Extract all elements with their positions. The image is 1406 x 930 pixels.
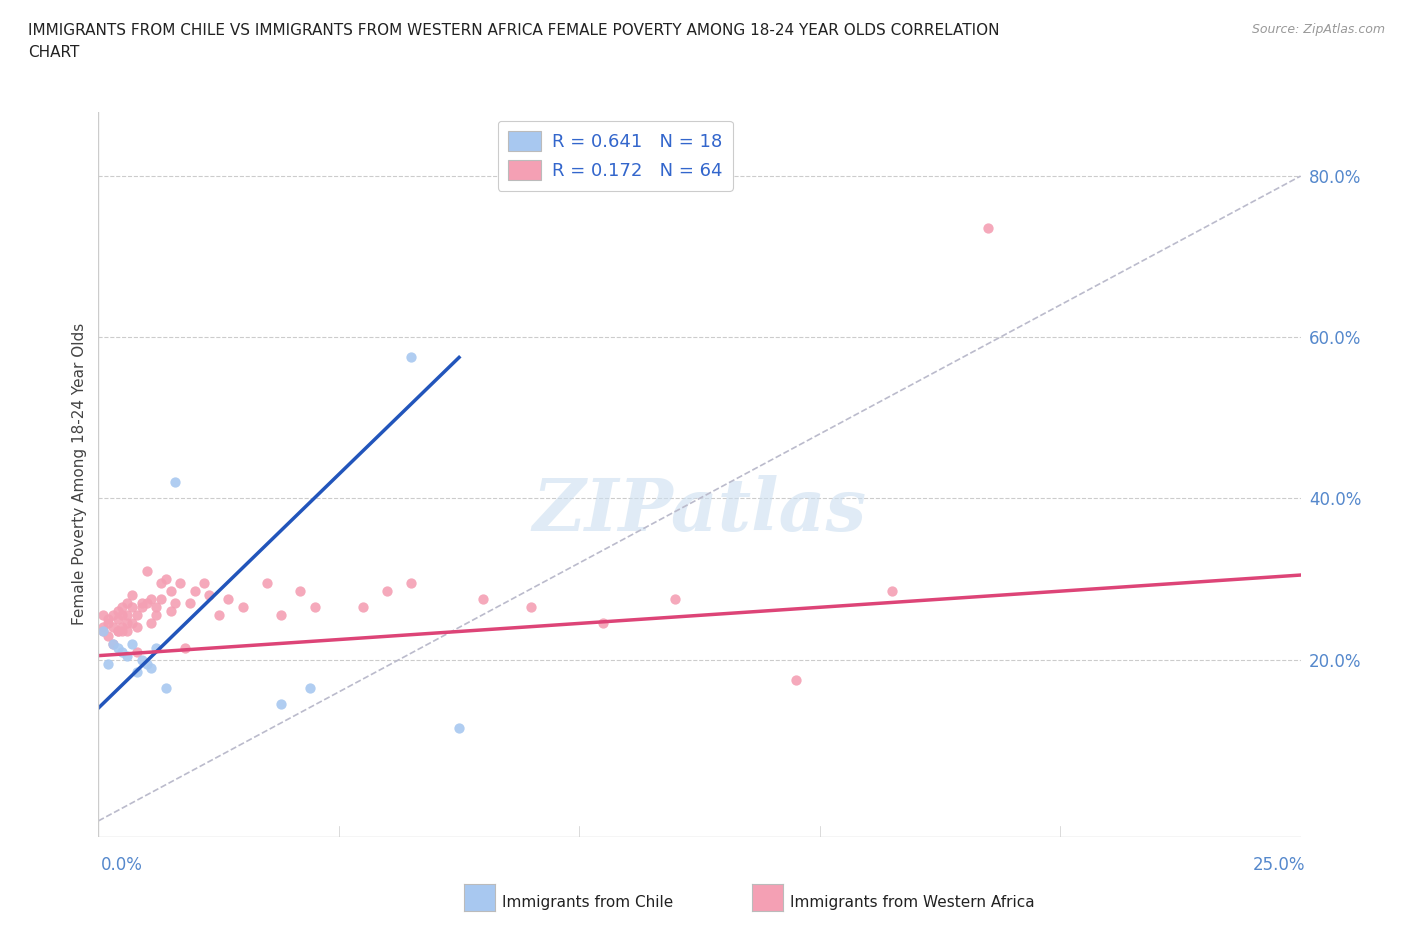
Point [131, 652, 153, 667]
Point [97, 616, 120, 631]
Point [111, 624, 134, 639]
Point [141, 591, 163, 606]
Text: IMMIGRANTS FROM CHILE VS IMMIGRANTS FROM WESTERN AFRICA FEMALE POVERTY AMONG 18-: IMMIGRANTS FROM CHILE VS IMMIGRANTS FROM… [28, 23, 1000, 60]
Point [352, 600, 374, 615]
Point [145, 640, 167, 655]
Point [375, 584, 398, 599]
Point [107, 604, 129, 618]
Point [145, 608, 167, 623]
Point [107, 624, 129, 639]
Point [785, 672, 807, 687]
Point [131, 600, 153, 615]
Point [141, 660, 163, 675]
Point [107, 640, 129, 655]
Point [125, 620, 148, 635]
Point [97, 628, 120, 643]
Point [155, 681, 177, 696]
Point [290, 584, 312, 599]
Point [183, 584, 205, 599]
Point [101, 636, 124, 651]
Point [111, 620, 134, 635]
Point [121, 600, 143, 615]
Point [91, 624, 114, 639]
Point [217, 591, 239, 606]
Point [111, 600, 134, 615]
Point [111, 644, 134, 659]
Point [399, 350, 422, 365]
Point [135, 564, 157, 578]
Point [121, 616, 143, 631]
Point [101, 608, 124, 623]
Point [117, 616, 139, 631]
Text: 25.0%: 25.0% [1253, 856, 1305, 873]
Point [117, 648, 139, 663]
Point [664, 591, 686, 606]
Point [399, 576, 422, 591]
Point [179, 596, 201, 611]
Point [101, 636, 124, 651]
Point [125, 608, 148, 623]
Point [159, 604, 181, 618]
Point [232, 600, 254, 615]
Point [121, 636, 143, 651]
Point [304, 600, 326, 615]
Point [117, 624, 139, 639]
Point [472, 591, 495, 606]
Point [520, 600, 543, 615]
Point [117, 596, 139, 611]
Point [125, 664, 148, 679]
Point [592, 616, 614, 631]
Point [91, 620, 114, 635]
Text: Immigrants from Western Africa: Immigrants from Western Africa [790, 895, 1035, 910]
Point [169, 576, 191, 591]
Y-axis label: Female Poverty Among 18-24 Year Olds: Female Poverty Among 18-24 Year Olds [72, 324, 87, 626]
Point [135, 657, 157, 671]
Point [298, 681, 321, 696]
Legend: R = 0.641   N = 18, R = 0.172   N = 64: R = 0.641 N = 18, R = 0.172 N = 64 [498, 121, 733, 191]
Point [97, 657, 120, 671]
Point [198, 588, 221, 603]
Point [193, 576, 215, 591]
Point [159, 584, 181, 599]
Point [270, 697, 292, 711]
Point [149, 576, 172, 591]
Point [155, 572, 177, 587]
Point [149, 591, 172, 606]
Point [101, 620, 124, 635]
Text: 0.0%: 0.0% [101, 856, 143, 873]
Point [117, 608, 139, 623]
Point [165, 596, 187, 611]
Point [121, 588, 143, 603]
Point [91, 624, 114, 639]
Point [141, 616, 163, 631]
Text: Immigrants from Chile: Immigrants from Chile [502, 895, 673, 910]
Point [880, 584, 903, 599]
Text: Source: ZipAtlas.com: Source: ZipAtlas.com [1251, 23, 1385, 36]
Point [107, 612, 129, 627]
Point [977, 221, 1000, 236]
Point [131, 596, 153, 611]
Point [111, 608, 134, 623]
Point [270, 608, 292, 623]
Point [165, 475, 187, 490]
Point [125, 644, 148, 659]
Point [256, 576, 278, 591]
Point [208, 608, 231, 623]
Point [135, 596, 157, 611]
Point [91, 608, 114, 623]
Text: ZIPatlas: ZIPatlas [533, 475, 866, 546]
Point [97, 612, 120, 627]
Point [145, 600, 167, 615]
Point [447, 721, 470, 736]
Point [107, 624, 129, 639]
Point [174, 640, 197, 655]
